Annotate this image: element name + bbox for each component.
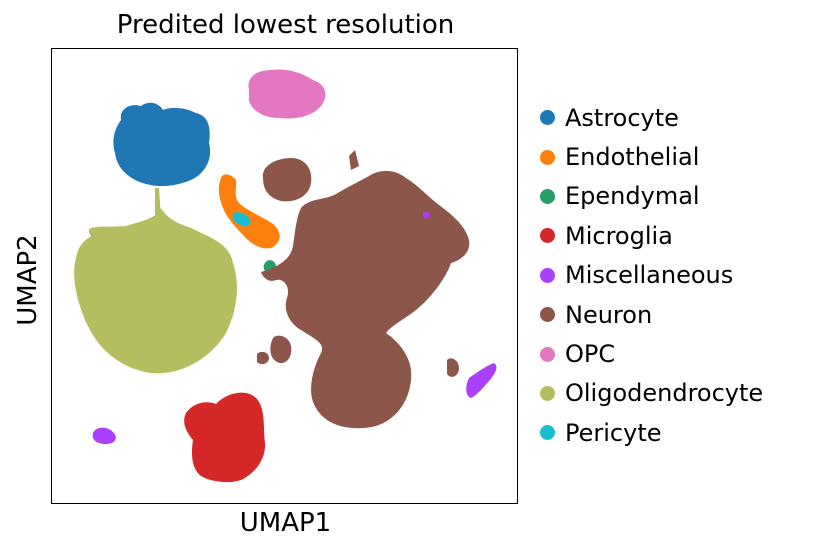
legend: Astrocyte Endothelial Ependymal Microglia Mi… <box>540 98 763 453</box>
cluster-oligodendrocyte-stem <box>155 188 161 220</box>
legend-marker <box>540 267 555 283</box>
cluster-neuron-dot <box>257 351 269 365</box>
legend-label: Ependymal <box>565 182 700 211</box>
cluster-oligodendrocyte <box>74 208 237 374</box>
cluster-neuron-small <box>270 335 292 364</box>
umap-scatter <box>74 69 497 483</box>
cluster-neuron-spike <box>349 150 359 170</box>
legend-marker <box>540 110 555 126</box>
cluster-astrocyte <box>113 102 211 187</box>
legend-marker <box>540 346 555 362</box>
y-axis-label: UMAP2 <box>13 234 43 326</box>
cluster-miscellaneous-right <box>466 363 497 398</box>
legend-item: Oligodendrocyte <box>540 374 763 413</box>
legend-marker <box>540 425 555 441</box>
legend-marker <box>540 149 555 165</box>
legend-item: OPC <box>540 334 763 373</box>
legend-item: Astrocyte <box>540 98 763 137</box>
legend-marker <box>540 188 555 204</box>
cluster-miscellaneous-small <box>422 211 430 219</box>
legend-item: Endothelial <box>540 137 763 176</box>
cluster-neuron-upper <box>262 158 312 202</box>
legend-label: Oligodendrocyte <box>565 379 764 408</box>
legend-label: Endothelial <box>565 143 700 172</box>
legend-label: OPC <box>565 340 616 369</box>
legend-item: Neuron <box>540 295 763 334</box>
legend-item: Miscellaneous <box>540 256 763 295</box>
legend-label: Pericyte <box>565 418 662 447</box>
chart-title: Predited lowest resolution <box>116 10 455 40</box>
cluster-microglia <box>184 392 266 483</box>
legend-item: Ependymal <box>540 177 763 216</box>
legend-marker <box>540 228 555 244</box>
legend-label: Miscellaneous <box>565 261 734 290</box>
legend-marker <box>540 307 555 323</box>
cluster-miscellaneous-left <box>92 427 116 444</box>
plot-area <box>51 48 518 504</box>
legend-item: Pericyte <box>540 413 763 452</box>
legend-label: Neuron <box>565 300 653 329</box>
cluster-pericyte <box>232 212 251 227</box>
x-axis-label: UMAP1 <box>239 508 332 538</box>
legend-label: Microglia <box>565 221 673 250</box>
legend-item: Microglia <box>540 216 763 255</box>
cluster-neuron <box>261 170 470 429</box>
cluster-neuron-tail <box>447 358 459 377</box>
legend-label: Astrocyte <box>565 103 679 132</box>
cluster-endothelial <box>218 174 280 249</box>
legend-marker <box>540 385 555 401</box>
cluster-opc <box>248 69 326 119</box>
